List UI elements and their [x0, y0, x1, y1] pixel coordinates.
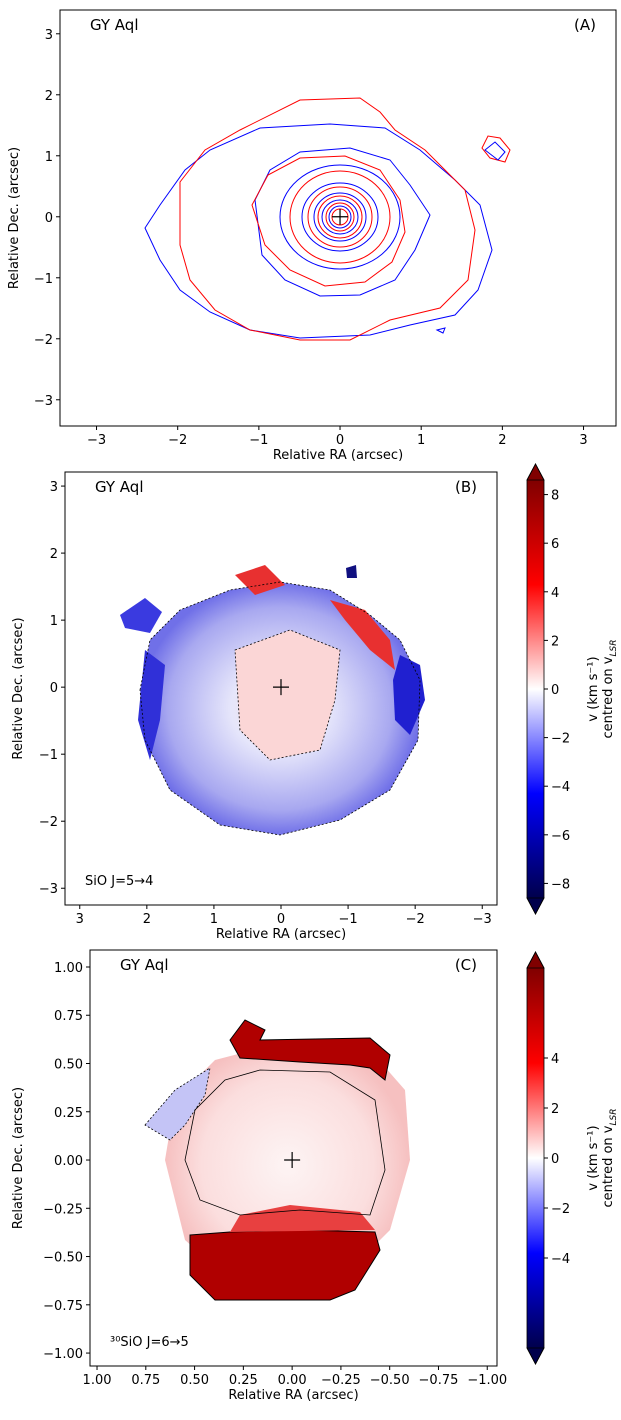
y-tick-label: 1.00 — [54, 961, 83, 976]
x-tick-label: −2 — [406, 912, 425, 927]
y-tick-label: 2 — [45, 89, 53, 104]
panel-title: GY Aql — [95, 478, 144, 496]
colorbar-label: centred on vLSR — [601, 640, 619, 739]
x-tick-label: −1 — [249, 433, 268, 448]
x-tick-label: 3 — [579, 433, 587, 448]
y-tick-label: 0.25 — [54, 1106, 83, 1121]
x-tick-label: 0 — [277, 912, 285, 927]
colorbar-tick-label: −8 — [551, 877, 570, 892]
center-marker — [284, 1152, 301, 1169]
colorbar-label: v (km s⁻¹) — [586, 656, 601, 721]
x-axis-label: Relative RA (arcsec) — [273, 448, 403, 463]
y-tick-label: 0.00 — [54, 1154, 83, 1169]
x-tick-label: 1.00 — [83, 1373, 112, 1388]
panel-title: GY Aql — [120, 956, 169, 974]
colorbar-tick-label: −6 — [551, 829, 570, 844]
y-tick-label: −1 — [34, 272, 53, 287]
colorbar-extend — [526, 951, 545, 969]
plot-frame — [59, 9, 617, 427]
x-tick-label: −1.00 — [467, 1373, 507, 1388]
colorbar-outline — [526, 951, 545, 1365]
y-tick-label: −0.50 — [43, 1251, 83, 1266]
colorbar-extend — [526, 463, 545, 481]
x-tick-label: −2 — [168, 433, 187, 448]
x-tick-label: −3 — [87, 433, 106, 448]
plot-frame — [89, 949, 498, 1367]
colorbar-extend — [526, 897, 545, 915]
colorbar-tick-label: 4 — [551, 586, 559, 601]
y-tick-label: 0 — [45, 211, 53, 226]
y-tick-label: −2 — [39, 815, 58, 830]
x-tick-label: 0.25 — [229, 1373, 258, 1388]
y-tick-label: −0.75 — [43, 1299, 83, 1314]
line-label: SiO J=5→4 — [85, 874, 153, 889]
colorbar-tick-label: 0 — [551, 683, 559, 698]
colorbar-tick-label: −4 — [551, 1252, 570, 1267]
y-tick-label: 0.75 — [54, 1009, 83, 1024]
colorbar-extend — [526, 1347, 545, 1365]
velocity-map — [120, 565, 425, 836]
colorbar-label-sub: LSR — [609, 640, 619, 657]
x-tick-label: −0.25 — [321, 1373, 361, 1388]
y-tick-label: −1.00 — [43, 1347, 83, 1362]
colorbar-label: centred on vLSR — [601, 1109, 619, 1208]
x-tick-label: 1 — [210, 912, 218, 927]
x-axis-label: Relative RA (arcsec) — [216, 927, 346, 942]
x-tick-label: −0.50 — [370, 1373, 410, 1388]
colorbar-tick-label: 4 — [551, 1052, 559, 1067]
colorbar-tick-label: 2 — [551, 634, 559, 649]
colorbar-tick-label: 0 — [551, 1152, 559, 1167]
x-axis-label: Relative RA (arcsec) — [228, 1388, 358, 1403]
x-tick-label: −1 — [338, 912, 357, 927]
y-tick-label: 0 — [50, 681, 58, 696]
colorbar-tick-label: 6 — [551, 537, 559, 552]
colorbar-label-text: centred on v — [601, 656, 616, 738]
velocity-map — [144, 1019, 410, 1301]
x-tick-label: 0.00 — [278, 1373, 307, 1388]
colorbar-tick-label: −4 — [551, 780, 570, 795]
colorbar-tick-label: −2 — [551, 1202, 570, 1217]
x-tick-label: 1 — [417, 433, 425, 448]
panel-label: (C) — [455, 956, 477, 974]
panel-label: (A) — [574, 16, 596, 34]
y-tick-label: −3 — [39, 882, 58, 897]
y-tick-label: −0.25 — [43, 1202, 83, 1217]
contour-art — [144, 97, 511, 341]
y-axis-label: Relative Dec. (arcsec) — [7, 147, 22, 289]
y-tick-label: 3 — [50, 480, 58, 495]
y-tick-label: −3 — [34, 394, 53, 409]
colorbar — [527, 968, 544, 1348]
y-tick-label: 2 — [50, 547, 58, 562]
colorbar-tick-label: 8 — [551, 489, 559, 504]
colorbar-tick-label: 2 — [551, 1102, 559, 1117]
panel-title: GY Aql — [90, 16, 139, 34]
colorbar-label-text: centred on v — [601, 1125, 616, 1207]
colorbar-label-sub: LSR — [609, 1109, 619, 1126]
y-tick-label: 3 — [45, 28, 53, 43]
y-tick-label: 1 — [50, 614, 58, 629]
colorbar-label: v (km s⁻¹) — [586, 1125, 601, 1190]
x-tick-label: 2 — [498, 433, 506, 448]
line-label: ³⁰SiO J=6→5 — [110, 1335, 189, 1350]
center-marker — [332, 208, 349, 225]
colorbar-tick-label: −2 — [551, 732, 570, 747]
center-marker — [273, 679, 289, 696]
x-tick-label: 2 — [143, 912, 151, 927]
y-axis-label: Relative Dec. (arcsec) — [11, 1087, 26, 1229]
y-tick-label: 1 — [45, 150, 53, 165]
x-tick-label: 0 — [336, 433, 344, 448]
x-tick-label: 0.50 — [180, 1373, 209, 1388]
y-tick-label: 0.50 — [54, 1058, 83, 1073]
y-tick-label: −2 — [34, 333, 53, 348]
y-tick-label: −1 — [39, 748, 58, 763]
colorbar — [527, 480, 544, 898]
x-tick-label: −0.75 — [419, 1373, 459, 1388]
y-axis-label: Relative Dec. (arcsec) — [11, 617, 26, 759]
panel-label: (B) — [455, 478, 477, 496]
x-tick-label: −3 — [473, 912, 492, 927]
colorbar-outline — [526, 463, 545, 915]
x-tick-label: 3 — [76, 912, 84, 927]
x-tick-label: 0.75 — [131, 1373, 160, 1388]
